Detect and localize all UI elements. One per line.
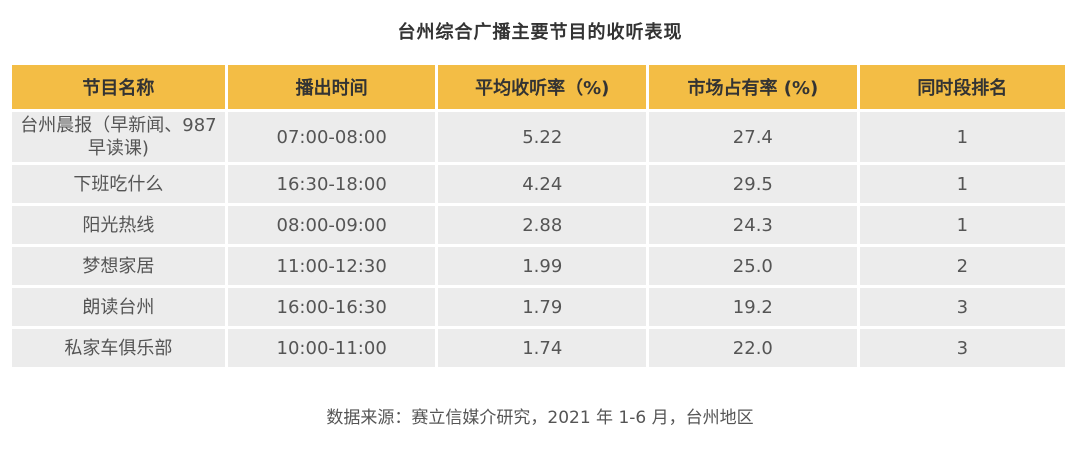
table-cell: 梦想家居: [12, 244, 228, 285]
column-header: 同时段排名: [859, 65, 1065, 109]
table-cell: 私家车俱乐部: [12, 326, 228, 367]
table-cell: 朗读台州: [12, 285, 228, 326]
table-row: 私家车俱乐部 10:00-11:00 1.74 22.0 3: [12, 326, 1065, 367]
table-cell: 2.88: [438, 203, 650, 244]
table-cell: 27.4: [649, 109, 860, 162]
table-cell: 16:30-18:00: [227, 162, 439, 203]
table-cell: 24.3: [649, 203, 860, 244]
table-cell: 16:00-16:30: [227, 285, 439, 326]
data-table: 节目名称 播出时间 平均收听率（%) 市场占有率 (%) 同时段排名 台州晨报（…: [12, 65, 1065, 367]
table-cell: 1.99: [438, 244, 650, 285]
table-cell: 22.0: [649, 326, 860, 367]
table-cell: 10:00-11:00: [227, 326, 439, 367]
table-cell: 3: [859, 326, 1065, 367]
column-header: 市场占有率 (%): [649, 65, 860, 109]
table-cell: 11:00-12:30: [227, 244, 439, 285]
table-row: 梦想家居 11:00-12:30 1.99 25.0 2: [12, 244, 1065, 285]
table-header-row: 节目名称 播出时间 平均收听率（%) 市场占有率 (%) 同时段排名: [12, 65, 1065, 109]
table-cell: 1: [859, 162, 1065, 203]
table-cell: 台州晨报（早新闻、987 早读课): [12, 109, 228, 162]
table-cell: 1.74: [438, 326, 650, 367]
table-cell: 25.0: [649, 244, 860, 285]
table-cell: 5.22: [438, 109, 650, 162]
table-row: 下班吃什么 16:30-18:00 4.24 29.5 1: [12, 162, 1065, 203]
table-cell: 07:00-08:00: [227, 109, 439, 162]
table-cell: 下班吃什么: [12, 162, 228, 203]
column-header: 平均收听率（%): [438, 65, 650, 109]
table-cell: 2: [859, 244, 1065, 285]
table-cell: 08:00-09:00: [227, 203, 439, 244]
table-cell: 19.2: [649, 285, 860, 326]
table-row: 朗读台州 16:00-16:30 1.79 19.2 3: [12, 285, 1065, 326]
column-header: 播出时间: [227, 65, 439, 109]
source-note: 数据来源：赛立信媒介研究，2021 年 1-6 月，台州地区: [326, 408, 754, 428]
table-cell: 4.24: [438, 162, 650, 203]
column-header: 节目名称: [12, 65, 228, 109]
chart-title: 台州综合广播主要节目的收听表现: [397, 22, 683, 43]
table-cell: 1: [859, 203, 1065, 244]
table-cell: 阳光热线: [12, 203, 228, 244]
table-cell: 1.79: [438, 285, 650, 326]
table-row: 台州晨报（早新闻、987 早读课) 07:00-08:00 5.22 27.4 …: [12, 109, 1065, 162]
table-cell: 29.5: [649, 162, 860, 203]
table-row: 阳光热线 08:00-09:00 2.88 24.3 1: [12, 203, 1065, 244]
table-cell: 3: [859, 285, 1065, 326]
table-cell: 1: [859, 109, 1065, 162]
data-table-container: 节目名称 播出时间 平均收听率（%) 市场占有率 (%) 同时段排名 台州晨报（…: [12, 65, 1065, 367]
